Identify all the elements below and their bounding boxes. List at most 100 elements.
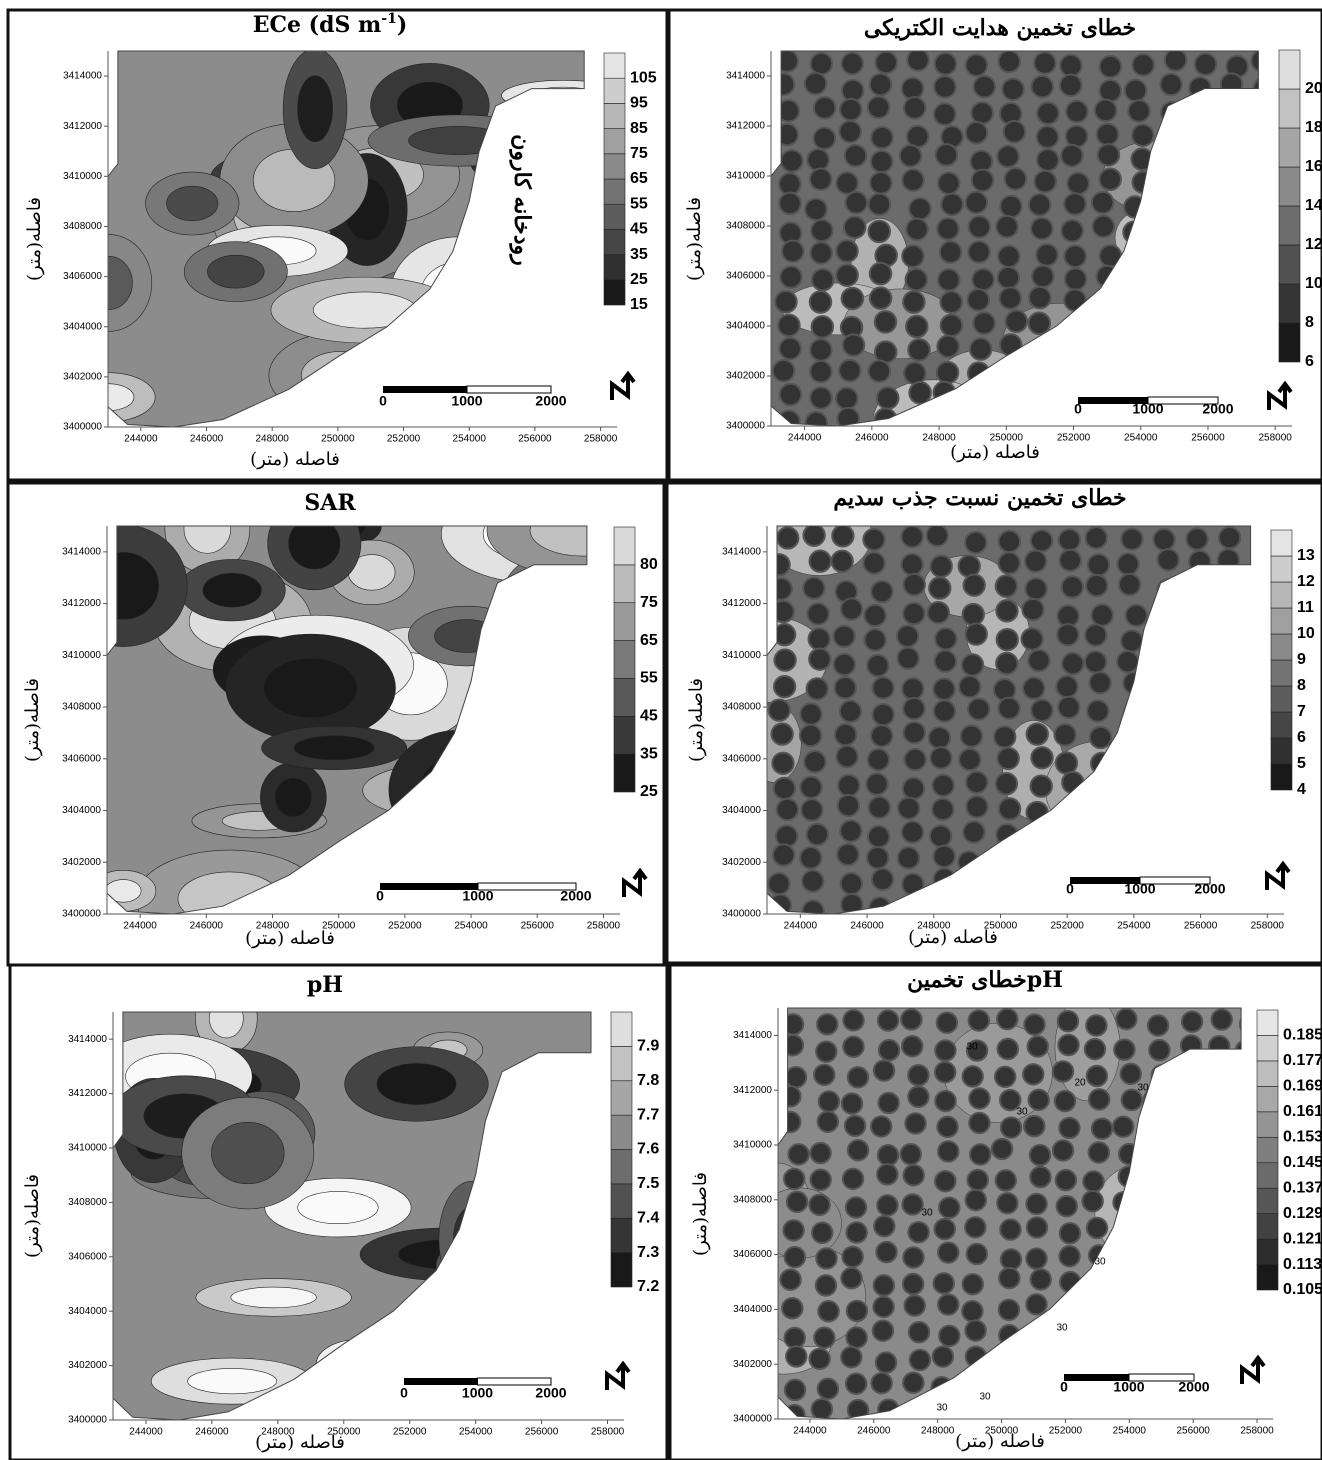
sample-point-halo <box>926 899 950 914</box>
sample-point-halo <box>1184 845 1209 870</box>
sample-point-halo <box>900 820 925 844</box>
sample-point-halo <box>994 1346 1018 1369</box>
sample-point-halo <box>1245 870 1251 894</box>
sample-point-halo <box>896 646 920 670</box>
y-axis-label: فاصله(متر) <box>22 1174 43 1258</box>
sample-point-halo <box>1085 1216 1109 1240</box>
sample-point-halo <box>779 265 803 289</box>
contour-label: 30 <box>1094 1257 1106 1268</box>
sample-point-halo <box>1024 577 1048 601</box>
sample-point-halo <box>933 102 957 126</box>
sample-point-halo <box>967 215 992 239</box>
sample-point-halo <box>905 217 929 241</box>
colorbar-band <box>603 203 626 230</box>
sample-point-halo <box>1188 549 1212 574</box>
sample-point-halo <box>1091 775 1115 799</box>
sample-point-halo <box>1030 1324 1053 1347</box>
sample-point-halo <box>1161 267 1185 292</box>
sample-point-halo <box>1242 1297 1262 1317</box>
scale-bar-black <box>380 883 478 890</box>
sample-point-halo <box>937 1241 960 1264</box>
sample-point-halo <box>1066 171 1090 196</box>
sample-point-halo <box>931 1345 955 1368</box>
sample-point-halo <box>1091 290 1115 314</box>
contour-zone <box>274 777 312 817</box>
sample-point-halo <box>1059 53 1083 78</box>
sample-point-halo <box>874 51 898 75</box>
sample-point-halo <box>997 1298 1021 1322</box>
sample-point-halo <box>877 1398 900 1419</box>
sample-point-halo <box>966 361 991 385</box>
sample-point-halo <box>1081 1189 1104 1213</box>
colorbar-band <box>1256 1035 1279 1062</box>
sample-point-halo <box>961 1300 984 1323</box>
sample-point-halo <box>771 599 795 624</box>
sample-point-halo <box>1234 1320 1242 1343</box>
sample-point-halo <box>1148 727 1173 751</box>
sample-point-halo <box>868 286 893 310</box>
sample-point-halo <box>1085 824 1110 849</box>
contour-zone <box>263 658 358 718</box>
x-tick-label: 254000 <box>1124 433 1158 444</box>
colorbar-label: 8 <box>1297 677 1306 694</box>
sample-point-halo <box>1235 1162 1242 1186</box>
sample-point-halo <box>901 776 926 801</box>
chart-title: SAR <box>304 490 356 516</box>
sample-point-halo <box>1210 1008 1233 1031</box>
sample-point-halo <box>903 747 927 772</box>
sample-point-halo <box>799 775 823 799</box>
sample-point-halo <box>1095 122 1120 147</box>
error-zone <box>1144 646 1250 718</box>
sample-point-halo <box>1091 385 1115 409</box>
y-axis-label: فاصله(متر) <box>24 197 45 281</box>
sample-point-halo <box>1211 1139 1235 1163</box>
sample-point-halo <box>1055 674 1079 699</box>
sample-point-halo <box>1059 73 1083 97</box>
y-tick-label: 3404000 <box>63 321 102 332</box>
sample-point-halo <box>837 773 861 798</box>
contour-label: 30 <box>1137 1083 1149 1094</box>
sample-point-halo <box>1235 1191 1242 1214</box>
y-axis-label: فاصله(متر) <box>690 1172 711 1256</box>
sample-point-halo <box>809 241 833 265</box>
colorbar-label: 7 <box>1297 703 1306 720</box>
colorbar-band <box>613 564 636 604</box>
contour-zone <box>453 1206 490 1271</box>
scale-bar-white <box>477 882 577 891</box>
colorbar-band <box>1256 1136 1279 1164</box>
sample-point-halo <box>1238 1013 1242 1036</box>
y-tick-label: 3400000 <box>63 422 102 433</box>
contour-zone <box>108 255 133 310</box>
sample-point-halo <box>1190 336 1215 360</box>
sample-point-halo <box>1116 649 1140 674</box>
sample-point-halo <box>1172 1117 1195 1141</box>
x-axis-label: فاصله (متر) <box>908 927 998 948</box>
panel-frame <box>668 963 1322 1460</box>
contour-zone <box>502 554 587 638</box>
sample-point-halo <box>926 600 950 625</box>
x-tick-label: 258000 <box>1259 433 1293 444</box>
x-tick-label: 244000 <box>784 921 818 932</box>
chart-title: خطای تخمینpH <box>907 967 1063 993</box>
sample-point-halo <box>801 899 825 914</box>
sample-point-halo <box>870 867 895 891</box>
sample-point-halo <box>993 725 1017 749</box>
scale-bar-white <box>1139 876 1211 885</box>
sample-point-halo <box>997 529 1022 554</box>
sample-point-halo <box>1206 1219 1230 1243</box>
sample-point-halo <box>996 899 1021 914</box>
sample-point-halo <box>934 1039 957 1062</box>
sample-point-halo <box>1029 1268 1052 1291</box>
sample-point-halo <box>1257 339 1259 363</box>
sample-point-halo <box>868 72 893 97</box>
sample-point-halo <box>1060 143 1084 168</box>
sample-point-halo <box>1216 676 1240 700</box>
sample-point-halo <box>778 1110 802 1134</box>
colorbar-label: 55 <box>630 195 648 212</box>
sample-point-halo <box>997 696 1021 720</box>
x-tick-label: 246000 <box>190 921 224 932</box>
colorbar-band <box>1278 322 1301 363</box>
sample-point-halo <box>1091 214 1116 239</box>
sample-point-halo <box>997 797 1022 821</box>
sample-point-halo <box>898 143 923 168</box>
